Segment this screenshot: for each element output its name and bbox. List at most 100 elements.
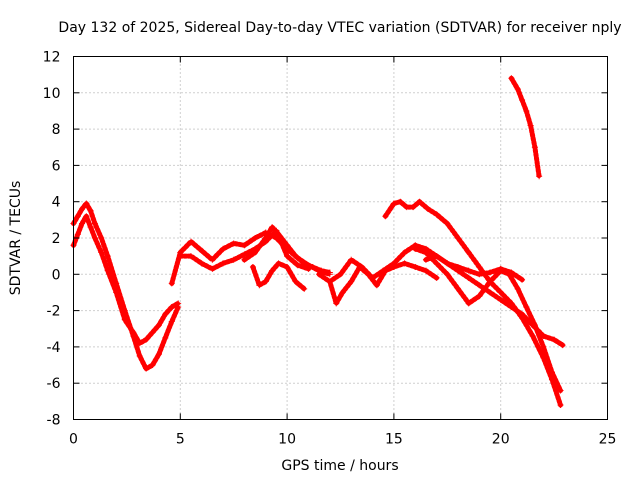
data-point-marker: [454, 235, 461, 241]
series-arc-11-core: [424, 255, 524, 281]
data-point-marker: [416, 198, 423, 205]
data-point-marker: [348, 256, 355, 263]
data-point-marker: [557, 401, 564, 408]
data-point-marker: [454, 264, 461, 271]
data-point-marker: [326, 269, 333, 276]
data-point-marker: [410, 204, 417, 211]
data-point-marker: [294, 262, 301, 269]
data-point-marker: [241, 242, 248, 249]
data-point-marker: [401, 249, 408, 256]
data-point-marker: [91, 235, 98, 241]
data-point-marker: [497, 289, 504, 296]
data-point-marker: [397, 198, 404, 205]
data-point-marker: [198, 260, 205, 267]
data-point-marker: [155, 322, 162, 329]
data-point-marker: [476, 271, 483, 278]
data-point-marker: [422, 249, 429, 256]
y-tick-label: -6: [47, 376, 61, 392]
data-point-marker: [241, 251, 248, 258]
y-tick-label: 8: [52, 122, 61, 138]
data-point-marker: [256, 282, 263, 289]
data-point-marker: [143, 336, 150, 343]
data-point-marker: [508, 300, 515, 307]
data-point-marker: [519, 276, 526, 283]
data-point-marker: [487, 278, 494, 285]
series-arc-10: [412, 246, 563, 393]
data-point-marker: [476, 293, 483, 300]
data-point-marker: [79, 220, 86, 227]
data-point-marker: [390, 260, 397, 267]
data-point-marker: [262, 278, 269, 285]
data-point-marker: [403, 204, 410, 211]
data-point-marker: [292, 253, 299, 260]
x-tick-label: 10: [278, 432, 296, 448]
series-layer: [70, 75, 566, 408]
data-point-marker: [433, 211, 440, 218]
data-point-marker: [79, 205, 86, 212]
series-arc-2: [71, 213, 181, 346]
data-point-marker: [209, 265, 216, 272]
data-point-marker: [514, 285, 521, 292]
data-point-marker: [557, 387, 564, 394]
data-point-marker: [339, 289, 346, 296]
data-point-marker: [220, 260, 227, 267]
data-point-marker: [187, 253, 194, 260]
data-point-marker: [275, 260, 282, 267]
data-point-marker: [444, 220, 451, 227]
data-point-marker: [284, 242, 291, 249]
data-point-marker: [275, 231, 282, 238]
data-point-marker: [262, 235, 269, 241]
data-point-marker: [104, 267, 111, 274]
data-point-marker: [143, 365, 150, 372]
data-point-marker: [136, 352, 143, 359]
data-point-marker: [301, 260, 308, 267]
data-point-marker: [333, 300, 340, 307]
series-arc-10-core: [414, 247, 562, 392]
data-point-marker: [91, 220, 98, 227]
data-point-marker: [301, 285, 308, 292]
data-point-marker: [220, 245, 227, 252]
data-point-marker: [230, 240, 237, 247]
data-point-marker: [508, 75, 515, 82]
data-point-marker: [155, 351, 162, 358]
data-point-marker: [241, 256, 248, 263]
data-point-marker: [465, 274, 472, 281]
data-point-marker: [497, 265, 504, 272]
data-point-marker: [551, 336, 558, 343]
data-point-marker: [369, 274, 376, 281]
data-point-marker: [465, 267, 472, 274]
x-tick-label: 15: [385, 432, 403, 448]
data-point-marker: [130, 329, 137, 336]
data-point-marker: [149, 329, 156, 336]
series-arc-6-core: [251, 262, 306, 290]
data-point-marker: [390, 200, 397, 207]
data-point-marker: [422, 256, 429, 263]
data-point-marker: [465, 300, 472, 307]
data-point-marker: [337, 271, 344, 278]
data-point-marker: [326, 278, 333, 285]
data-point-marker: [104, 253, 111, 260]
y-tick-label: 6: [52, 158, 61, 174]
data-point-marker: [465, 249, 472, 256]
data-point-marker: [162, 334, 169, 341]
data-point-marker: [514, 86, 521, 93]
data-point-marker: [292, 278, 299, 285]
data-point-marker: [177, 253, 184, 260]
data-point-marker: [348, 278, 355, 285]
data-point-marker: [412, 264, 419, 271]
x-tick-label: 20: [492, 432, 510, 448]
data-point-marker: [380, 267, 387, 274]
y-tick-label: 4: [52, 195, 61, 211]
data-point-marker: [433, 260, 440, 267]
data-point-marker: [519, 314, 526, 321]
data-point-marker: [412, 245, 419, 252]
data-point-marker: [318, 267, 325, 274]
data-point-marker: [373, 282, 380, 289]
data-point-marker: [136, 340, 143, 347]
data-point-marker: [187, 238, 194, 245]
data-point-marker: [168, 280, 175, 287]
x-tick-label: 5: [176, 432, 185, 448]
data-point-marker: [284, 264, 291, 271]
data-point-marker: [175, 300, 182, 307]
